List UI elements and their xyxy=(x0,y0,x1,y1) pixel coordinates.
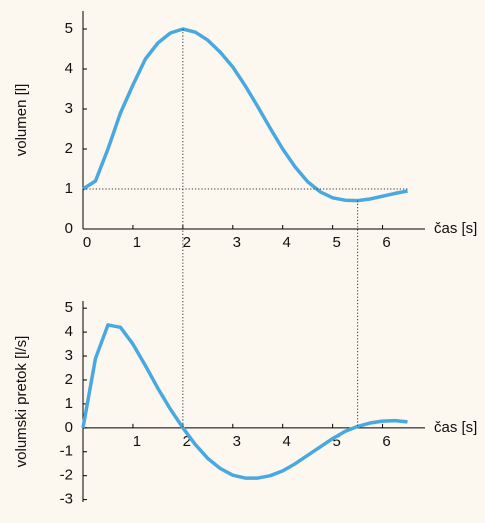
x-axis-label: čas [s] xyxy=(434,220,477,237)
y-axis-label: volumen [l] xyxy=(13,84,30,157)
data-line xyxy=(82,27,408,203)
y-tick-label: 5 xyxy=(65,20,73,37)
x-tick-label: 2 xyxy=(183,234,191,251)
y-tick-label: 3 xyxy=(65,347,73,364)
x-tick-label: 6 xyxy=(382,433,390,450)
y-tick-label: -1 xyxy=(60,443,73,460)
y-tick-label: -3 xyxy=(60,491,73,508)
y-tick-label: -2 xyxy=(60,467,73,484)
y-tick-label: 0 xyxy=(65,419,73,436)
x-tick-label: 5 xyxy=(332,433,340,450)
data-line xyxy=(81,323,408,480)
y-tick-label: 2 xyxy=(65,371,73,388)
x-axis-label: čas [s] xyxy=(434,419,477,436)
x-tick-label: 2 xyxy=(183,433,191,450)
x-tick-label: 6 xyxy=(382,234,390,251)
x-tick-label: 3 xyxy=(233,234,241,251)
y-axis-label: volumski pretok [l/s] xyxy=(13,336,30,468)
y-tick-label: 1 xyxy=(65,395,73,412)
x-tick-label: 1 xyxy=(133,234,141,251)
y-tick-label: 3 xyxy=(65,100,73,117)
x-tick-label: 3 xyxy=(233,433,241,450)
y-tick-label: 4 xyxy=(65,60,73,77)
x-tick-label: 5 xyxy=(332,234,340,251)
y-tick-label: 1 xyxy=(65,180,73,197)
x-tick-label: 1 xyxy=(133,433,141,450)
y-tick-label: 0 xyxy=(65,220,73,237)
x-tick-label: 4 xyxy=(283,433,291,450)
y-tick-label: 5 xyxy=(65,299,73,316)
y-tick-label: 2 xyxy=(65,140,73,157)
x-tick-label: 0 xyxy=(83,234,91,251)
x-tick-label: 4 xyxy=(283,234,291,251)
y-tick-label: 4 xyxy=(65,323,73,340)
